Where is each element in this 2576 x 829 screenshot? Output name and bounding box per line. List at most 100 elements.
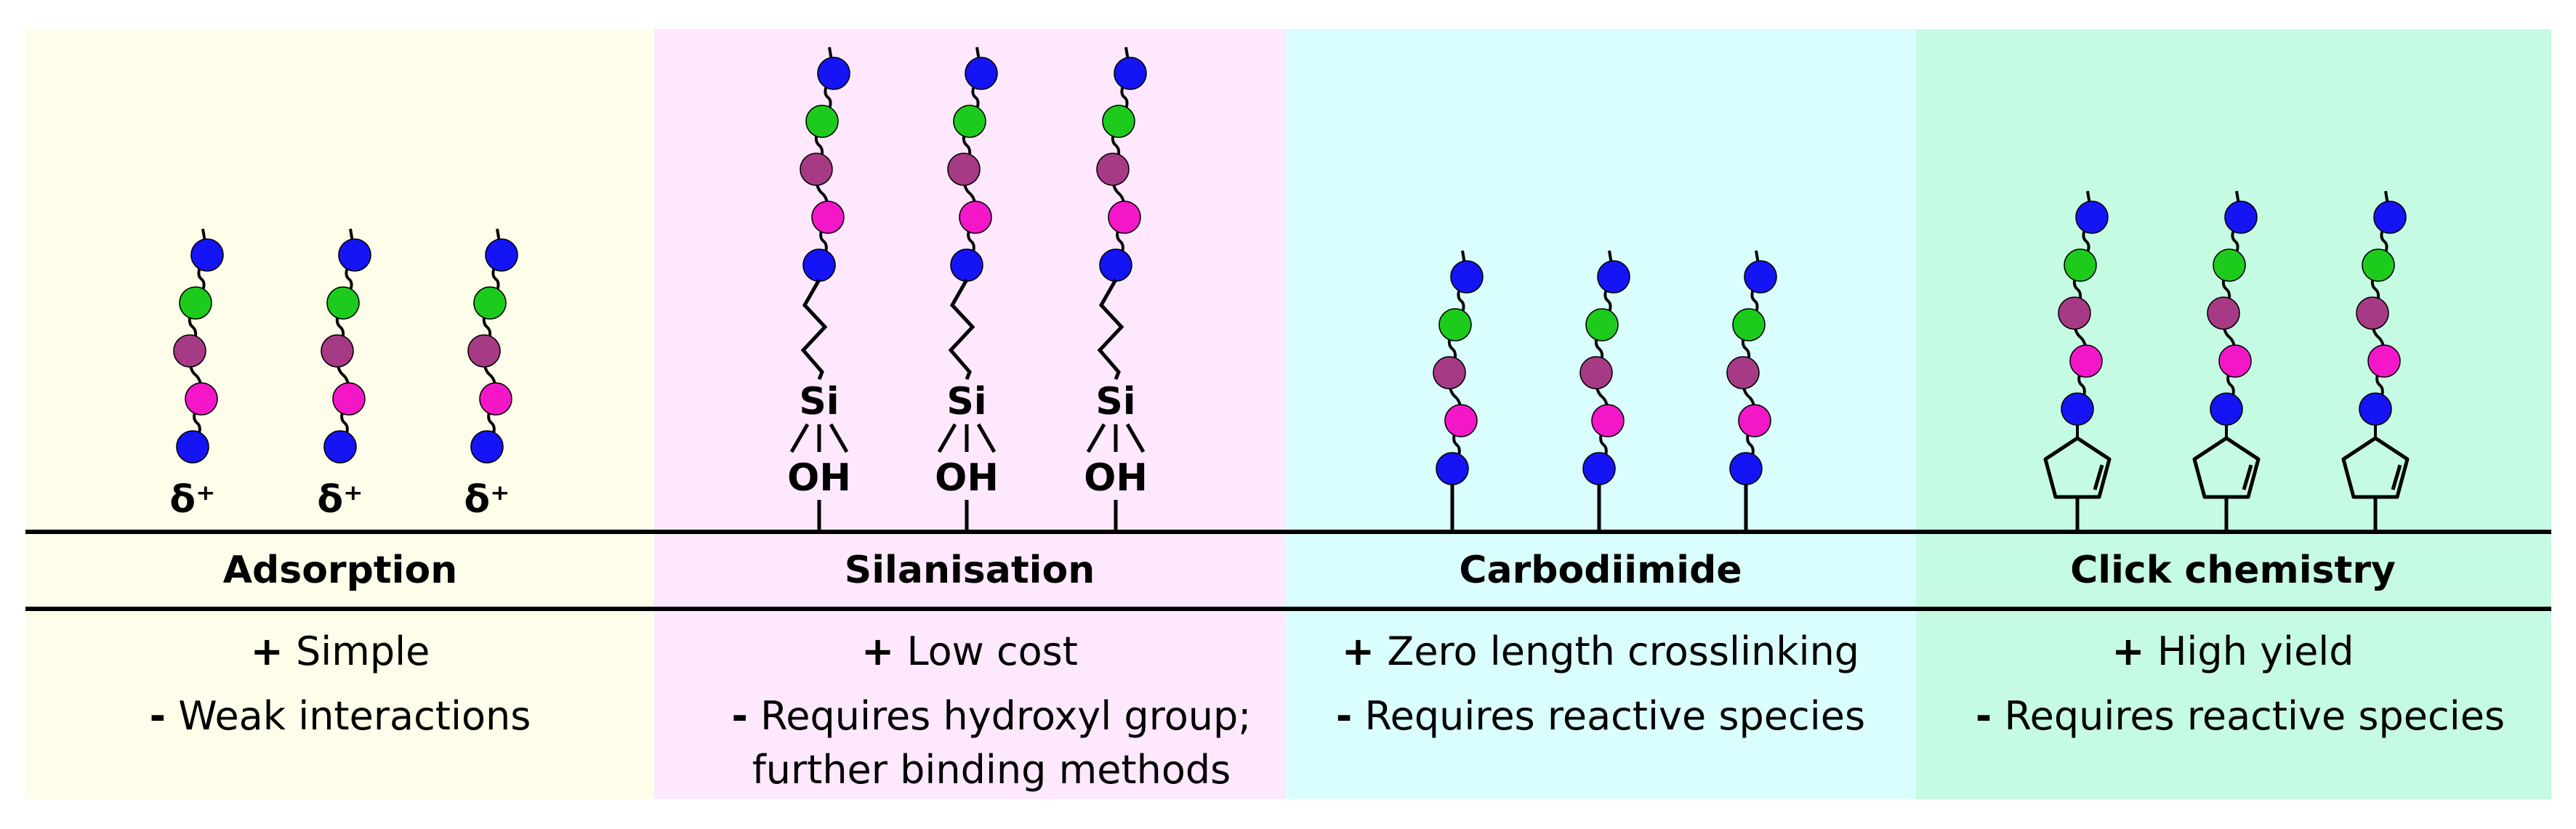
con-text: Requires hydroxyl group; bbox=[760, 693, 1251, 739]
carbodiimide-molecule bbox=[1579, 250, 1630, 532]
adsorbed-molecule: δ⁺ bbox=[317, 228, 371, 522]
bead bbox=[185, 382, 218, 416]
con-line-carbodiimide: - Requires reactive species bbox=[1336, 693, 1865, 739]
bead bbox=[1450, 260, 1484, 294]
pro-line-carbodiimide: + Zero length crosslinking bbox=[1342, 628, 1859, 674]
si-bond-right bbox=[976, 423, 997, 453]
bead bbox=[1108, 201, 1141, 234]
bead bbox=[1438, 308, 1472, 341]
bead bbox=[965, 57, 998, 90]
bead bbox=[2210, 392, 2243, 426]
bead bbox=[2058, 296, 2091, 330]
si-bond-left bbox=[1086, 423, 1106, 453]
bead bbox=[1591, 404, 1625, 437]
bead bbox=[1099, 248, 1132, 282]
con-text: Weak interactions bbox=[178, 693, 531, 739]
bead bbox=[470, 430, 504, 464]
oh-label: OH bbox=[935, 456, 999, 500]
bead bbox=[802, 248, 836, 282]
click-molecule bbox=[2192, 190, 2261, 532]
delta-plus-label: δ⁺ bbox=[169, 478, 215, 522]
bead bbox=[1444, 404, 1478, 437]
bead bbox=[1582, 452, 1616, 485]
con-sign: - bbox=[1336, 693, 1352, 739]
bead bbox=[485, 238, 518, 272]
bead bbox=[1732, 308, 1766, 341]
pro-sign: + bbox=[861, 628, 894, 674]
si-bond-left bbox=[789, 423, 810, 453]
bead bbox=[947, 153, 981, 186]
alkyl-linker bbox=[1097, 278, 1124, 380]
click-molecule bbox=[2341, 190, 2410, 532]
carbodiimide-molecule bbox=[1433, 250, 1484, 532]
bead bbox=[2064, 248, 2097, 282]
panel-silanisation: Silanisation + Low cost - Requires hydro… bbox=[732, 549, 1252, 793]
con-text: Requires reactive species bbox=[1365, 693, 1866, 739]
bead bbox=[323, 430, 357, 464]
bead bbox=[2061, 392, 2094, 426]
ring-double-bond bbox=[2242, 464, 2253, 490]
bead bbox=[1726, 356, 1760, 389]
panel-bg-adsorption bbox=[25, 29, 654, 799]
panel-title-click-chemistry: Click chemistry bbox=[2070, 549, 2396, 592]
bead bbox=[1436, 452, 1469, 485]
adsorbed-molecule: δ⁺ bbox=[169, 228, 224, 522]
bead bbox=[817, 57, 850, 90]
bead bbox=[321, 334, 354, 368]
silane-molecule: Si OH bbox=[787, 46, 851, 532]
bead bbox=[2373, 201, 2407, 234]
con-line-silanisation-cont: further binding methods bbox=[752, 747, 1231, 793]
bead bbox=[811, 201, 845, 234]
pro-text: Simple bbox=[296, 628, 430, 674]
panel-title-carbodiimide: Carbodiimide bbox=[1459, 549, 1742, 592]
bead bbox=[332, 382, 366, 416]
bead bbox=[473, 286, 507, 320]
silane-molecule: Si OH bbox=[935, 46, 999, 532]
bead bbox=[1096, 153, 1130, 186]
pro-text: Low cost bbox=[906, 628, 1078, 674]
si-label: Si bbox=[799, 380, 839, 424]
panel-title-adsorption: Adsorption bbox=[223, 549, 457, 592]
bead bbox=[1597, 260, 1630, 294]
bead bbox=[959, 201, 992, 234]
bead bbox=[467, 334, 501, 368]
panel-adsorption: Adsorption + Simple - Weak interactions bbox=[150, 549, 531, 739]
pro-line-click-chemistry: + High yield bbox=[2112, 628, 2354, 674]
pro-sign: + bbox=[2112, 628, 2144, 674]
click-molecule bbox=[2043, 190, 2112, 532]
si-bond-right bbox=[829, 423, 849, 453]
si-bond-right bbox=[1125, 423, 1146, 453]
bead bbox=[1114, 57, 1147, 90]
bead bbox=[2075, 201, 2109, 234]
bead bbox=[1433, 356, 1466, 389]
ring-double-bond bbox=[2391, 464, 2402, 490]
panel-click-chemistry: Click chemistry + High yield - Requires … bbox=[1976, 549, 2505, 739]
oh-label: OH bbox=[787, 456, 851, 500]
con-text: Requires reactive species bbox=[2005, 693, 2505, 739]
bead bbox=[173, 334, 206, 368]
si-label: Si bbox=[946, 380, 986, 424]
bead bbox=[2224, 201, 2258, 234]
con-line-click-chemistry: - Requires reactive species bbox=[1976, 693, 2505, 739]
delta-plus-label: δ⁺ bbox=[317, 478, 363, 522]
delta-plus-label: δ⁺ bbox=[464, 478, 510, 522]
bead bbox=[479, 382, 512, 416]
con-sign: - bbox=[1976, 693, 1992, 739]
bead bbox=[190, 238, 224, 272]
con-line-adsorption: - Weak interactions bbox=[150, 693, 531, 739]
con-sign: - bbox=[732, 693, 748, 739]
ring-double-bond bbox=[2093, 464, 2104, 490]
alkyl-linker bbox=[800, 278, 828, 380]
panel-backgrounds bbox=[25, 29, 2551, 799]
silane-molecule: Si OH bbox=[1084, 46, 1148, 532]
molecules-layer: δ⁺ δ⁺ δ⁺ Si OH Si OH Si OH bbox=[169, 46, 2410, 532]
panel-title-silanisation: Silanisation bbox=[845, 549, 1095, 592]
bead bbox=[950, 248, 983, 282]
carbodiimide-molecule bbox=[1726, 250, 1777, 532]
pro-sign: + bbox=[1342, 628, 1374, 674]
bead bbox=[176, 430, 209, 464]
con-line-silanisation: - Requires hydroxyl group; bbox=[732, 693, 1252, 739]
pro-sign: + bbox=[251, 628, 283, 674]
pro-line-silanisation: + Low cost bbox=[861, 628, 1078, 674]
